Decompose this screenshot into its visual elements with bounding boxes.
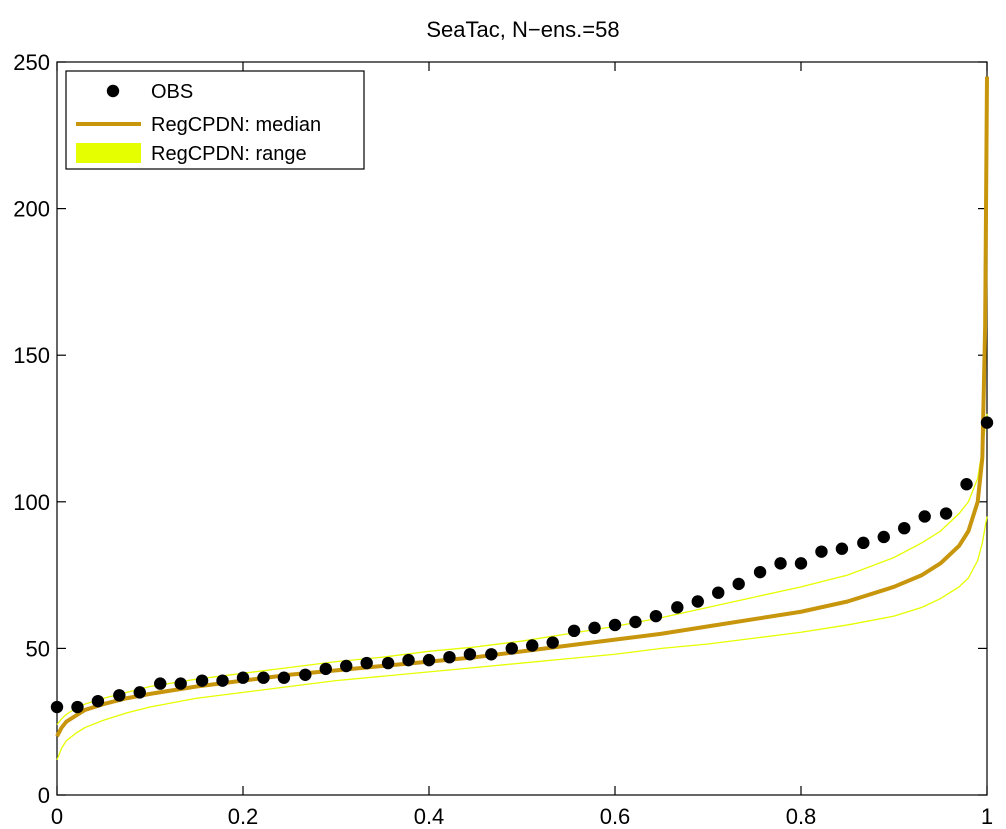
data-point-obs <box>113 689 126 702</box>
data-point-obs <box>340 659 353 673</box>
data-point-obs <box>236 671 250 684</box>
data-point-obs <box>691 595 704 608</box>
data-point-obs <box>857 536 870 550</box>
data-point-obs <box>381 656 395 670</box>
data-point-obs <box>712 586 725 599</box>
legend: OBS RegCPDN: median RegCPDN: range <box>65 70 365 170</box>
data-point-obs <box>608 618 622 632</box>
data-point-obs <box>402 653 415 667</box>
y-tick-label: 100 <box>13 490 50 515</box>
data-point-obs <box>216 674 229 687</box>
data-point-obs <box>91 694 105 708</box>
x-tick-label: 0 <box>51 804 63 829</box>
data-point-obs <box>835 542 849 555</box>
data-point-obs <box>960 478 973 491</box>
data-point-obs <box>360 656 373 670</box>
series-line-regcpdn-median <box>55 76 989 738</box>
data-point-obs <box>443 650 456 664</box>
data-point-obs <box>588 621 601 635</box>
data-point-obs <box>567 624 581 638</box>
chart-title: SeaTac, N−ens.=58 <box>426 17 619 42</box>
data-point-obs <box>505 642 518 655</box>
x-tick-label: 0.2 <box>228 804 259 829</box>
data-point-obs <box>422 653 436 667</box>
legend-label: RegCPDN: range <box>151 143 307 165</box>
data-point-obs <box>526 639 539 652</box>
data-point-obs <box>877 530 890 544</box>
y-tick-label: 200 <box>13 197 50 222</box>
data-point-obs <box>649 609 663 623</box>
data-point-obs <box>980 416 994 429</box>
data-point-obs <box>753 565 767 579</box>
data-point-obs <box>939 507 953 520</box>
data-point-obs <box>671 601 684 614</box>
data-point-obs <box>794 557 808 570</box>
legend-label: OBS <box>151 81 193 103</box>
data-point-obs <box>463 648 477 661</box>
data-point-obs <box>154 677 167 690</box>
data-point-obs <box>319 662 332 676</box>
data-point-obs <box>299 668 312 681</box>
data-point-obs <box>918 510 931 523</box>
y-tick-label: 50 <box>26 636 50 661</box>
y-tick-label: 0 <box>38 783 50 808</box>
data-point-obs <box>277 671 291 684</box>
legend-swatch-range <box>76 143 141 163</box>
data-point-obs <box>133 686 146 699</box>
x-tick-label: 1 <box>981 804 993 829</box>
x-tick-label: 0.8 <box>786 804 817 829</box>
data-point-obs <box>546 636 559 649</box>
data-point-obs <box>50 700 64 714</box>
plot-series <box>50 76 994 761</box>
data-point-obs <box>257 671 270 684</box>
plot-frame <box>56 61 988 796</box>
data-point-obs <box>732 577 745 591</box>
series-line-regcpdn-range-upper <box>56 413 988 726</box>
data-point-obs <box>629 615 642 629</box>
data-point-obs <box>174 677 187 690</box>
data-point-obs <box>774 557 787 570</box>
axis-ticks: 0 0.2 0.4 0.6 0.8 1 0 50 100 150 200 250 <box>13 50 993 829</box>
y-tick-label: 250 <box>13 50 50 75</box>
data-point-obs <box>195 674 209 687</box>
data-point-obs <box>485 648 498 661</box>
data-point-obs <box>898 521 911 535</box>
y-tick-label: 150 <box>13 343 50 368</box>
data-point-obs <box>71 700 84 714</box>
x-tick-label: 0.4 <box>414 804 445 829</box>
data-point-obs <box>815 545 828 558</box>
legend-marker-obs <box>106 84 120 98</box>
x-tick-label: 0.6 <box>600 804 631 829</box>
legend-label: RegCPDN: median <box>151 114 321 136</box>
series-line-regcpdn-range-lower <box>56 516 988 761</box>
